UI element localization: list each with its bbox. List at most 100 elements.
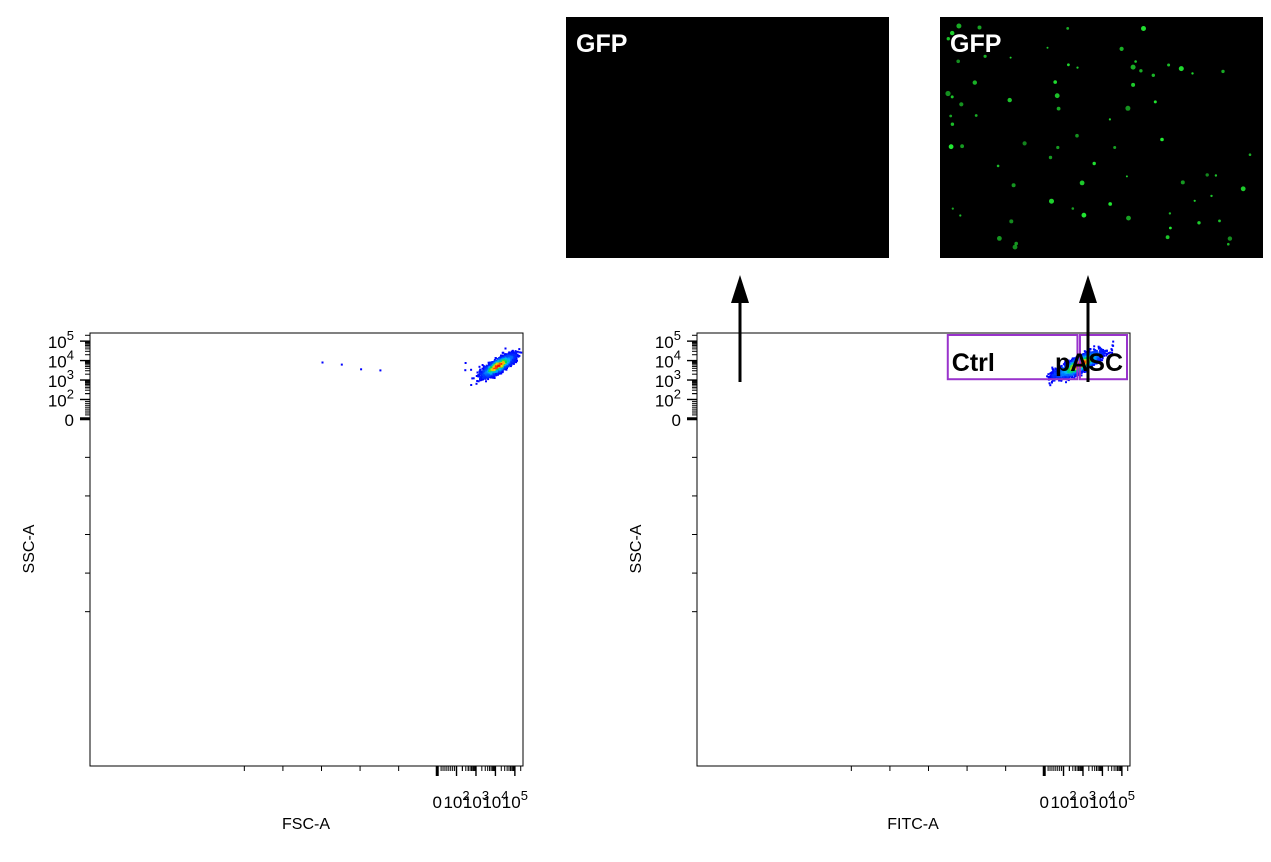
event-dot [520,351,523,354]
event-dot [482,376,484,379]
event-dot [507,364,510,367]
gfp-cell [1009,56,1012,59]
event-dot [509,356,512,359]
event-dot [488,363,490,366]
event-dot [475,375,478,377]
event-dot [482,365,485,368]
event-dot [505,353,507,356]
gfp-cell [946,37,950,41]
event-dot [491,371,494,374]
gfp-cell [1108,202,1113,206]
event-dot [494,365,497,368]
event-dot [1065,381,1067,384]
event-dot [487,369,490,372]
plot-frame-left [89,332,524,767]
event-dot [494,373,497,376]
event-dot [1080,374,1083,377]
gfp-cell [1108,118,1111,121]
gfp-cell [1240,186,1246,192]
event-dot [496,370,498,373]
event-dot [497,368,500,371]
gfp-cell [1165,235,1170,240]
event-dot [1091,351,1094,354]
event-dot [1051,380,1053,383]
gfp-cell [1075,133,1079,138]
events-fsc-ssc [321,347,523,386]
event-dot [1111,351,1114,354]
event-dot [505,368,508,371]
event-dot [487,378,490,381]
event-dot [486,367,488,370]
event-dot [1097,345,1100,348]
outlier-dot [360,368,363,371]
event-dot [507,357,510,360]
event-dot [487,373,490,376]
event-dot [497,362,500,365]
gfp-cell [1053,80,1057,84]
event-dot [480,378,483,381]
gfp-cell [1210,194,1213,198]
micrograph-control-image [566,17,889,258]
micrograph-pasc: GFP [940,17,1263,258]
event-dot [1103,351,1106,354]
event-dot [482,378,484,381]
event-dot [477,375,480,378]
gfp-cell [1169,226,1172,230]
event-dot [486,376,489,378]
gfp-cell [1067,63,1070,67]
event-dot [504,356,507,359]
event-dot [493,367,496,370]
event-dot [514,356,517,358]
gfp-cell [996,164,1000,168]
event-dot [477,380,480,383]
event-dot [484,367,487,370]
event-dot [490,372,492,375]
event-dot [510,353,513,356]
event-dot [502,351,505,354]
event-dot [518,351,521,354]
event-dot [1069,360,1072,363]
event-dot [509,365,512,368]
gfp-cell [1139,69,1143,73]
event-dot [481,364,484,366]
event-dot [472,377,475,380]
gfp-cell [983,54,987,58]
gfp-cell [1191,72,1194,75]
gfp-cell [1014,241,1018,246]
event-dot [513,357,516,360]
event-dot [512,362,515,365]
event-dot [478,370,481,373]
event-dot [493,368,496,371]
gfp-cell [959,102,964,107]
event-dot [1051,366,1054,369]
event-dot [499,362,501,365]
event-dot [505,364,508,367]
gfp-cell [1141,26,1146,31]
event-dot [1052,370,1055,373]
event-dot [1063,364,1066,367]
event-dot [515,354,518,357]
gfp-cell [1049,198,1054,204]
event-dot [501,357,504,359]
gfp-cell [1056,106,1061,111]
gfp-cell [1248,153,1252,156]
event-dot [1068,376,1071,379]
gfp-cell [1007,97,1012,103]
event-dot [518,348,521,351]
event-dot [516,350,519,353]
event-dot [1101,357,1104,360]
gfp-cell [1009,219,1014,224]
event-dot [479,378,481,380]
event-dot [1111,349,1114,352]
event-dot [513,361,516,364]
gfp-cell [1227,242,1230,246]
event-dot [481,373,484,376]
event-dot [489,364,492,367]
gfp-cell [997,236,1002,241]
event-dot [510,361,513,364]
event-dot [1105,354,1108,357]
gfp-cell [1119,46,1124,52]
gfp-cell [1054,93,1060,99]
